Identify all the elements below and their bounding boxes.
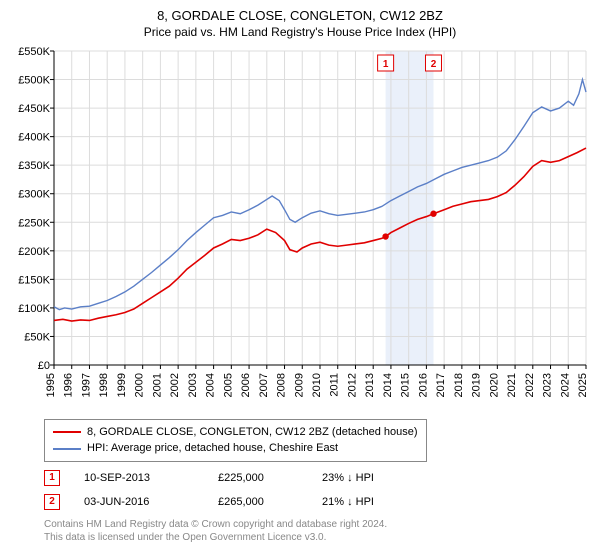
svg-text:2007: 2007 xyxy=(258,373,270,397)
svg-text:£150K: £150K xyxy=(18,274,50,286)
svg-text:£300K: £300K xyxy=(18,189,50,201)
legend-swatch xyxy=(53,431,81,433)
svg-text:1997: 1997 xyxy=(80,373,92,397)
svg-text:2017: 2017 xyxy=(435,373,447,397)
svg-text:£450K: £450K xyxy=(18,103,50,115)
chart-subtitle: Price paid vs. HM Land Registry's House … xyxy=(10,25,590,39)
footer-line: Contains HM Land Registry data © Crown c… xyxy=(44,518,590,531)
svg-text:1999: 1999 xyxy=(116,373,128,397)
svg-text:2009: 2009 xyxy=(293,373,305,397)
svg-text:2000: 2000 xyxy=(134,373,146,397)
footer-line: This data is licensed under the Open Gov… xyxy=(44,531,590,544)
svg-text:2004: 2004 xyxy=(205,373,217,397)
svg-text:2021: 2021 xyxy=(506,373,518,397)
sale-price: £225,000 xyxy=(218,472,298,484)
svg-text:1: 1 xyxy=(383,59,389,70)
footer-attribution: Contains HM Land Registry data © Crown c… xyxy=(44,518,590,544)
legend-label: 8, GORDALE CLOSE, CONGLETON, CW12 2BZ (d… xyxy=(87,424,418,441)
svg-text:2002: 2002 xyxy=(169,373,181,397)
svg-text:2008: 2008 xyxy=(276,373,288,397)
legend-item: HPI: Average price, detached house, Ches… xyxy=(53,440,418,457)
svg-text:£250K: £250K xyxy=(18,217,50,229)
svg-text:2011: 2011 xyxy=(329,373,341,397)
sale-row: 1 10-SEP-2013 £225,000 23% ↓ HPI xyxy=(44,466,590,490)
sale-diff: 21% ↓ HPI xyxy=(322,496,402,508)
sale-date: 10-SEP-2013 xyxy=(84,472,194,484)
svg-text:2022: 2022 xyxy=(524,373,536,397)
svg-text:2025: 2025 xyxy=(577,373,589,397)
chart-title: 8, GORDALE CLOSE, CONGLETON, CW12 2BZ xyxy=(10,8,590,25)
svg-text:2015: 2015 xyxy=(400,373,412,397)
svg-text:2: 2 xyxy=(431,59,437,70)
svg-text:2003: 2003 xyxy=(187,373,199,397)
svg-text:£0: £0 xyxy=(38,360,50,372)
svg-text:2005: 2005 xyxy=(222,373,234,397)
svg-text:2012: 2012 xyxy=(346,373,358,397)
svg-text:2016: 2016 xyxy=(417,373,429,397)
svg-text:£200K: £200K xyxy=(18,246,50,258)
svg-text:2019: 2019 xyxy=(471,373,483,397)
svg-text:2014: 2014 xyxy=(382,373,394,397)
sale-date: 03-JUN-2016 xyxy=(84,496,194,508)
legend-box: 8, GORDALE CLOSE, CONGLETON, CW12 2BZ (d… xyxy=(44,419,427,462)
svg-text:£500K: £500K xyxy=(18,74,50,86)
svg-text:1998: 1998 xyxy=(98,373,110,397)
svg-text:£400K: £400K xyxy=(18,132,50,144)
legend-label: HPI: Average price, detached house, Ches… xyxy=(87,440,338,457)
svg-text:2018: 2018 xyxy=(453,373,465,397)
svg-text:2006: 2006 xyxy=(240,373,252,397)
sale-price: £265,000 xyxy=(218,496,298,508)
sales-list: 1 10-SEP-2013 £225,000 23% ↓ HPI 2 03-JUN-201… xyxy=(44,466,590,514)
sale-marker: 1 xyxy=(44,470,60,486)
svg-text:1995: 1995 xyxy=(45,373,57,397)
svg-text:2013: 2013 xyxy=(364,373,376,397)
svg-text:2023: 2023 xyxy=(542,373,554,397)
sale-diff: 23% ↓ HPI xyxy=(322,472,402,484)
svg-text:2010: 2010 xyxy=(311,373,323,397)
sale-marker: 2 xyxy=(44,494,60,510)
legend-item: 8, GORDALE CLOSE, CONGLETON, CW12 2BZ (d… xyxy=(53,424,418,441)
svg-text:2020: 2020 xyxy=(488,373,500,397)
legend-swatch xyxy=(53,448,81,450)
svg-text:2024: 2024 xyxy=(559,373,571,397)
svg-text:£100K: £100K xyxy=(18,303,50,315)
chart-plot: £0 £50K £100K £150K £200K £250K £300K £350K £400… xyxy=(10,45,590,415)
svg-text:£50K: £50K xyxy=(24,331,50,343)
svg-text:1996: 1996 xyxy=(63,373,75,397)
svg-text:£350K: £350K xyxy=(18,160,50,172)
svg-text:£550K: £550K xyxy=(18,46,50,58)
svg-text:2001: 2001 xyxy=(151,373,163,397)
chart-container: 8, GORDALE CLOSE, CONGLETON, CW12 2BZ Pr… xyxy=(0,0,600,550)
sale-row: 2 03-JUN-2016 £265,000 21% ↓ HPI xyxy=(44,490,590,514)
